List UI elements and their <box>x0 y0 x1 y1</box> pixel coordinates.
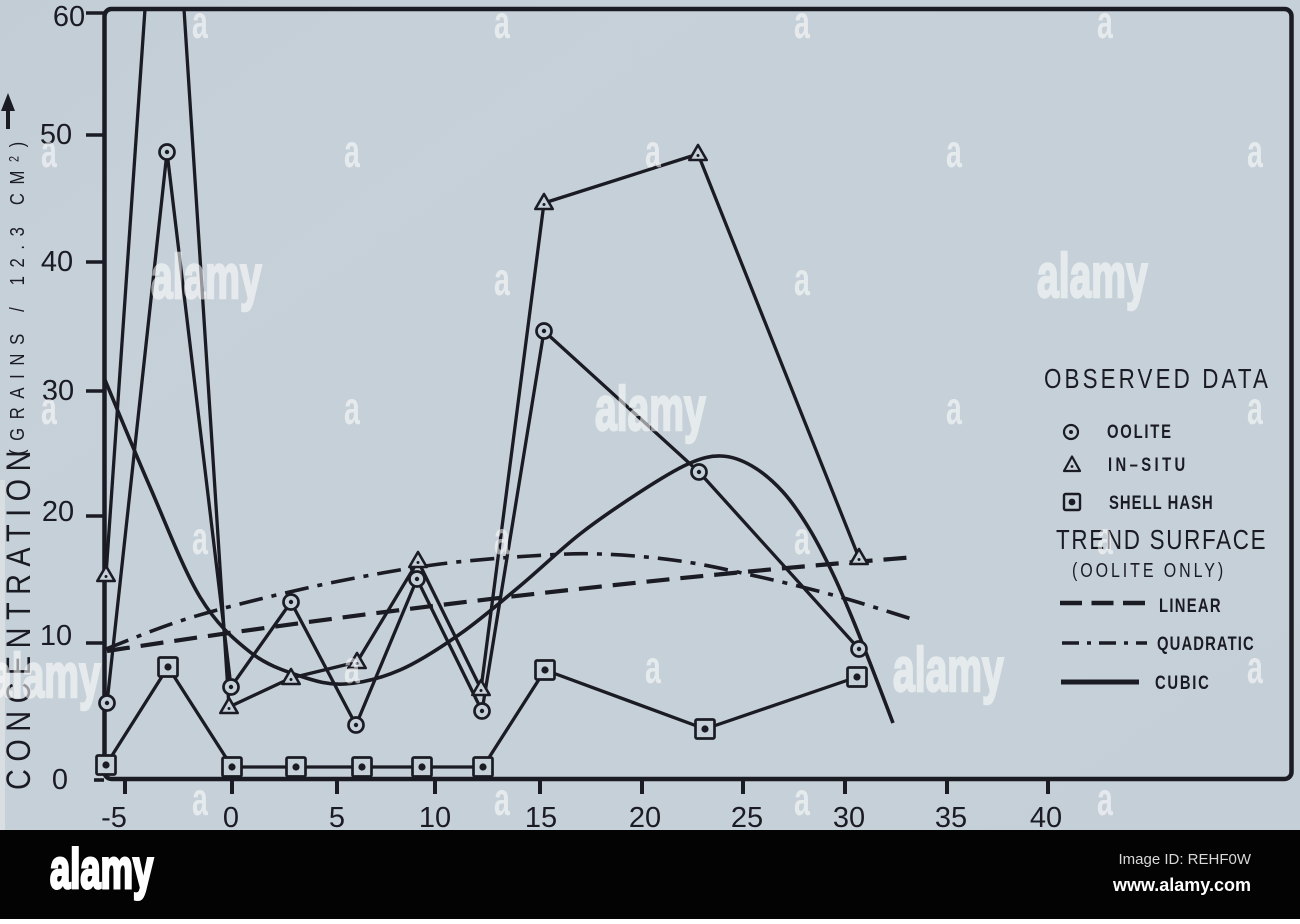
svg-text:35: 35 <box>935 802 967 834</box>
svg-text:15: 15 <box>525 802 557 834</box>
svg-text:OBSERVED DATA: OBSERVED DATA <box>1044 364 1268 395</box>
svg-text:50: 50 <box>40 119 72 151</box>
svg-text:a: a <box>344 642 360 694</box>
svg-text:a: a <box>794 513 810 565</box>
svg-text:a: a <box>494 254 510 306</box>
svg-text:a: a <box>645 642 661 694</box>
svg-text:a: a <box>1097 774 1113 826</box>
svg-text:LINEAR: LINEAR <box>1159 595 1221 616</box>
svg-text:-5: -5 <box>101 802 127 834</box>
svg-text:www.alamy.com: www.alamy.com <box>1112 875 1251 895</box>
svg-text:40: 40 <box>41 246 73 278</box>
svg-text:0: 0 <box>52 764 68 796</box>
svg-text:30: 30 <box>42 375 74 407</box>
svg-text:alamy: alamy <box>893 635 1004 704</box>
svg-text:a: a <box>946 126 962 178</box>
svg-text:a: a <box>494 774 510 826</box>
svg-text:20: 20 <box>42 496 74 528</box>
svg-text:alamy: alamy <box>151 242 262 311</box>
svg-text:a: a <box>192 774 208 826</box>
svg-text:QUADRATIC: QUADRATIC <box>1157 633 1254 654</box>
svg-text:a: a <box>1247 383 1263 435</box>
svg-text:Image ID: REHF0W: Image ID: REHF0W <box>1118 851 1251 868</box>
svg-text:alamy: alamy <box>595 374 706 443</box>
svg-text:a: a <box>794 254 810 306</box>
svg-text:SHELL HASH: SHELL HASH <box>1109 492 1213 513</box>
svg-text:a: a <box>1247 126 1263 178</box>
svg-text:a: a <box>645 126 661 178</box>
svg-text:a: a <box>192 0 208 49</box>
svg-text:a: a <box>946 383 962 435</box>
svg-text:a: a <box>794 0 810 49</box>
svg-text:20: 20 <box>629 802 661 834</box>
svg-text:a: a <box>192 513 208 565</box>
svg-text:a: a <box>1097 0 1113 49</box>
svg-text:alamy: alamy <box>1037 241 1148 310</box>
svg-text:40: 40 <box>1030 802 1062 834</box>
svg-text:a: a <box>41 126 57 178</box>
svg-text:0: 0 <box>223 802 239 834</box>
svg-text:CUBIC: CUBIC <box>1155 672 1209 693</box>
svg-text:alamy: alamy <box>0 641 101 710</box>
svg-text:a: a <box>1097 513 1113 565</box>
svg-text:alamy: alamy <box>50 838 153 901</box>
svg-text:a: a <box>1247 642 1263 694</box>
svg-text:OOLITE: OOLITE <box>1107 421 1171 442</box>
svg-text:a: a <box>794 774 810 826</box>
svg-text:a: a <box>494 513 510 565</box>
svg-text:a: a <box>344 126 360 178</box>
svg-text:a: a <box>494 0 510 49</box>
svg-text:a: a <box>344 383 360 435</box>
svg-text:10: 10 <box>40 620 72 652</box>
svg-text:10: 10 <box>419 802 451 834</box>
svg-text:25: 25 <box>731 802 763 834</box>
svg-text:30: 30 <box>833 802 865 834</box>
svg-text:TREND SURFACE: TREND SURFACE <box>1056 525 1266 556</box>
svg-text:5: 5 <box>329 802 345 834</box>
svg-text:a: a <box>41 383 57 435</box>
svg-text:60: 60 <box>53 1 85 33</box>
